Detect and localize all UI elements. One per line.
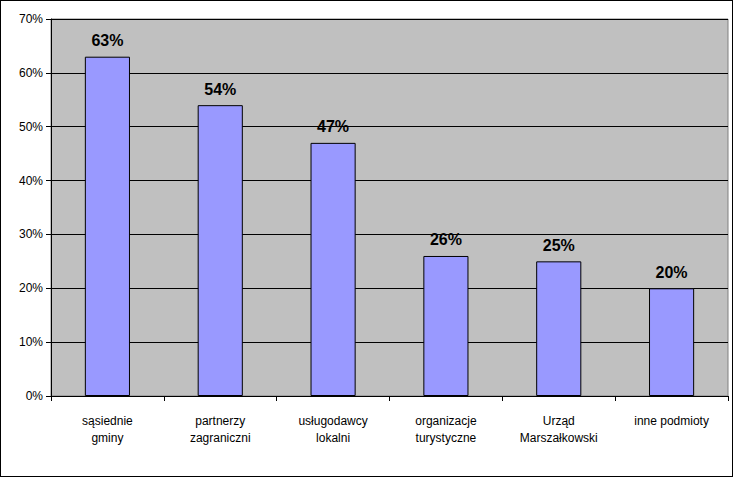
svg-text:30%: 30%	[19, 227, 43, 241]
svg-text:partnerzy: partnerzy	[195, 414, 245, 428]
svg-text:54%: 54%	[204, 81, 236, 98]
svg-text:40%: 40%	[19, 174, 43, 188]
svg-text:26%: 26%	[430, 231, 462, 248]
svg-text:63%: 63%	[91, 32, 123, 49]
svg-text:organizacje: organizacje	[415, 414, 477, 428]
svg-text:20%: 20%	[656, 264, 688, 281]
svg-text:turystyczne: turystyczne	[416, 431, 477, 445]
svg-text:lokalni: lokalni	[316, 431, 350, 445]
svg-text:70%: 70%	[19, 12, 43, 26]
svg-text:Urząd: Urząd	[543, 414, 575, 428]
svg-text:0%: 0%	[26, 389, 44, 403]
svg-text:usługodawcy: usługodawcy	[298, 414, 367, 428]
svg-text:60%: 60%	[19, 66, 43, 80]
svg-text:47%: 47%	[317, 118, 349, 135]
svg-text:gminy: gminy	[91, 431, 123, 445]
svg-text:sąsiednie: sąsiednie	[82, 414, 133, 428]
svg-text:50%: 50%	[19, 120, 43, 134]
svg-text:Marszałkowski: Marszałkowski	[520, 431, 598, 445]
svg-text:inne podmioty: inne podmioty	[634, 414, 709, 428]
svg-text:25%: 25%	[543, 237, 575, 254]
svg-text:zagraniczni: zagraniczni	[190, 431, 251, 445]
svg-text:10%: 10%	[19, 335, 43, 349]
svg-text:20%: 20%	[19, 281, 43, 295]
